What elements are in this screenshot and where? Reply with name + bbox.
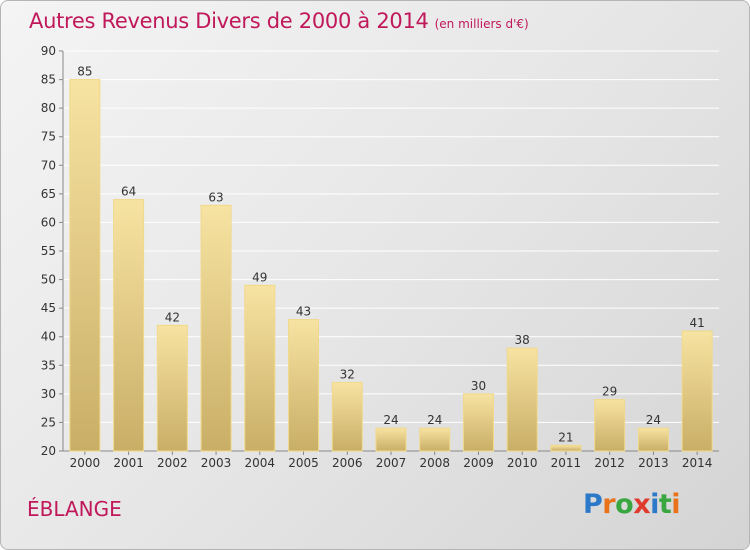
bar xyxy=(594,399,626,452)
y-tick-label: 70 xyxy=(41,158,56,172)
proxiti-logo: Proxiti xyxy=(583,489,681,520)
data-label: 24 xyxy=(383,413,398,427)
bar xyxy=(244,284,276,452)
bar xyxy=(375,427,407,452)
bar xyxy=(550,444,582,452)
data-label: 38 xyxy=(515,333,530,347)
logo-letter: i xyxy=(650,489,659,520)
data-label: 21 xyxy=(558,430,573,444)
bar xyxy=(156,324,188,452)
data-label: 42 xyxy=(165,310,180,324)
x-tick-label: 2007 xyxy=(376,456,407,470)
bar xyxy=(331,381,363,452)
bar xyxy=(69,79,101,452)
y-tick-label: 20 xyxy=(41,444,56,458)
subtitle-text: (en milliers d'€) xyxy=(434,17,529,31)
y-tick-label: 35 xyxy=(41,358,56,372)
y-tick-label: 30 xyxy=(41,387,56,401)
x-tick-label: 2010 xyxy=(507,456,538,470)
x-tick-label: 2011 xyxy=(551,456,582,470)
logo-letter: r xyxy=(602,489,616,520)
logo-letter: t xyxy=(658,489,672,520)
bar xyxy=(200,204,232,452)
y-tick-label: 90 xyxy=(41,44,56,58)
y-tick-label: 80 xyxy=(41,101,56,115)
data-label: 43 xyxy=(296,305,311,319)
data-label: 24 xyxy=(646,413,661,427)
bar xyxy=(506,347,538,452)
data-label: 85 xyxy=(77,65,92,79)
x-tick-label: 2009 xyxy=(463,456,494,470)
x-tick-label: 2001 xyxy=(113,456,144,470)
x-tick-label: 2005 xyxy=(288,456,319,470)
title-text: Autres Revenus Divers de 2000 à 2014 xyxy=(29,9,429,33)
x-tick-label: 2004 xyxy=(245,456,276,470)
logo-letter: o xyxy=(615,489,634,520)
y-tick-label: 85 xyxy=(41,73,56,87)
data-label: 30 xyxy=(471,379,486,393)
data-label: 64 xyxy=(121,185,136,199)
x-tick-label: 2012 xyxy=(594,456,625,470)
logo-letter: i xyxy=(671,489,681,520)
x-tick-label: 2006 xyxy=(332,456,363,470)
bar xyxy=(637,427,669,452)
data-label: 49 xyxy=(252,270,267,284)
y-tick-label: 55 xyxy=(41,244,56,258)
logo-letter: x xyxy=(633,489,651,520)
bar xyxy=(288,319,320,452)
x-tick-label: 2003 xyxy=(201,456,232,470)
y-tick-label: 25 xyxy=(41,415,56,429)
data-label: 41 xyxy=(689,316,704,330)
bar xyxy=(681,330,713,452)
x-tick-label: 2014 xyxy=(682,456,713,470)
data-label: 63 xyxy=(208,190,223,204)
y-tick-label: 50 xyxy=(41,273,56,287)
y-tick-label: 45 xyxy=(41,301,56,315)
x-tick-label: 2000 xyxy=(70,456,101,470)
labels: 20 25 30 35 40 45 50 55 60 65 70 75 80 85 90 2000 85 2001… xyxy=(41,44,713,470)
x-tick-label: 2002 xyxy=(157,456,188,470)
y-tick-label: 65 xyxy=(41,187,56,201)
bar xyxy=(113,199,145,452)
x-tick-label: 2013 xyxy=(638,456,669,470)
y-tick-label: 75 xyxy=(41,130,56,144)
bar xyxy=(419,427,451,452)
logo-letter: P xyxy=(583,489,603,520)
place-name: ÉBLANGE xyxy=(27,497,122,521)
y-tick-label: 40 xyxy=(41,330,56,344)
data-label: 29 xyxy=(602,385,617,399)
bar xyxy=(462,393,494,452)
x-tick-label: 2008 xyxy=(419,456,450,470)
chart-title: Autres Revenus Divers de 2000 à 2014 (en … xyxy=(29,9,529,33)
data-label: 32 xyxy=(340,367,355,381)
y-tick-label: 60 xyxy=(41,215,56,229)
bars xyxy=(69,79,713,452)
grid-lines xyxy=(63,50,719,423)
data-label: 24 xyxy=(427,413,442,427)
